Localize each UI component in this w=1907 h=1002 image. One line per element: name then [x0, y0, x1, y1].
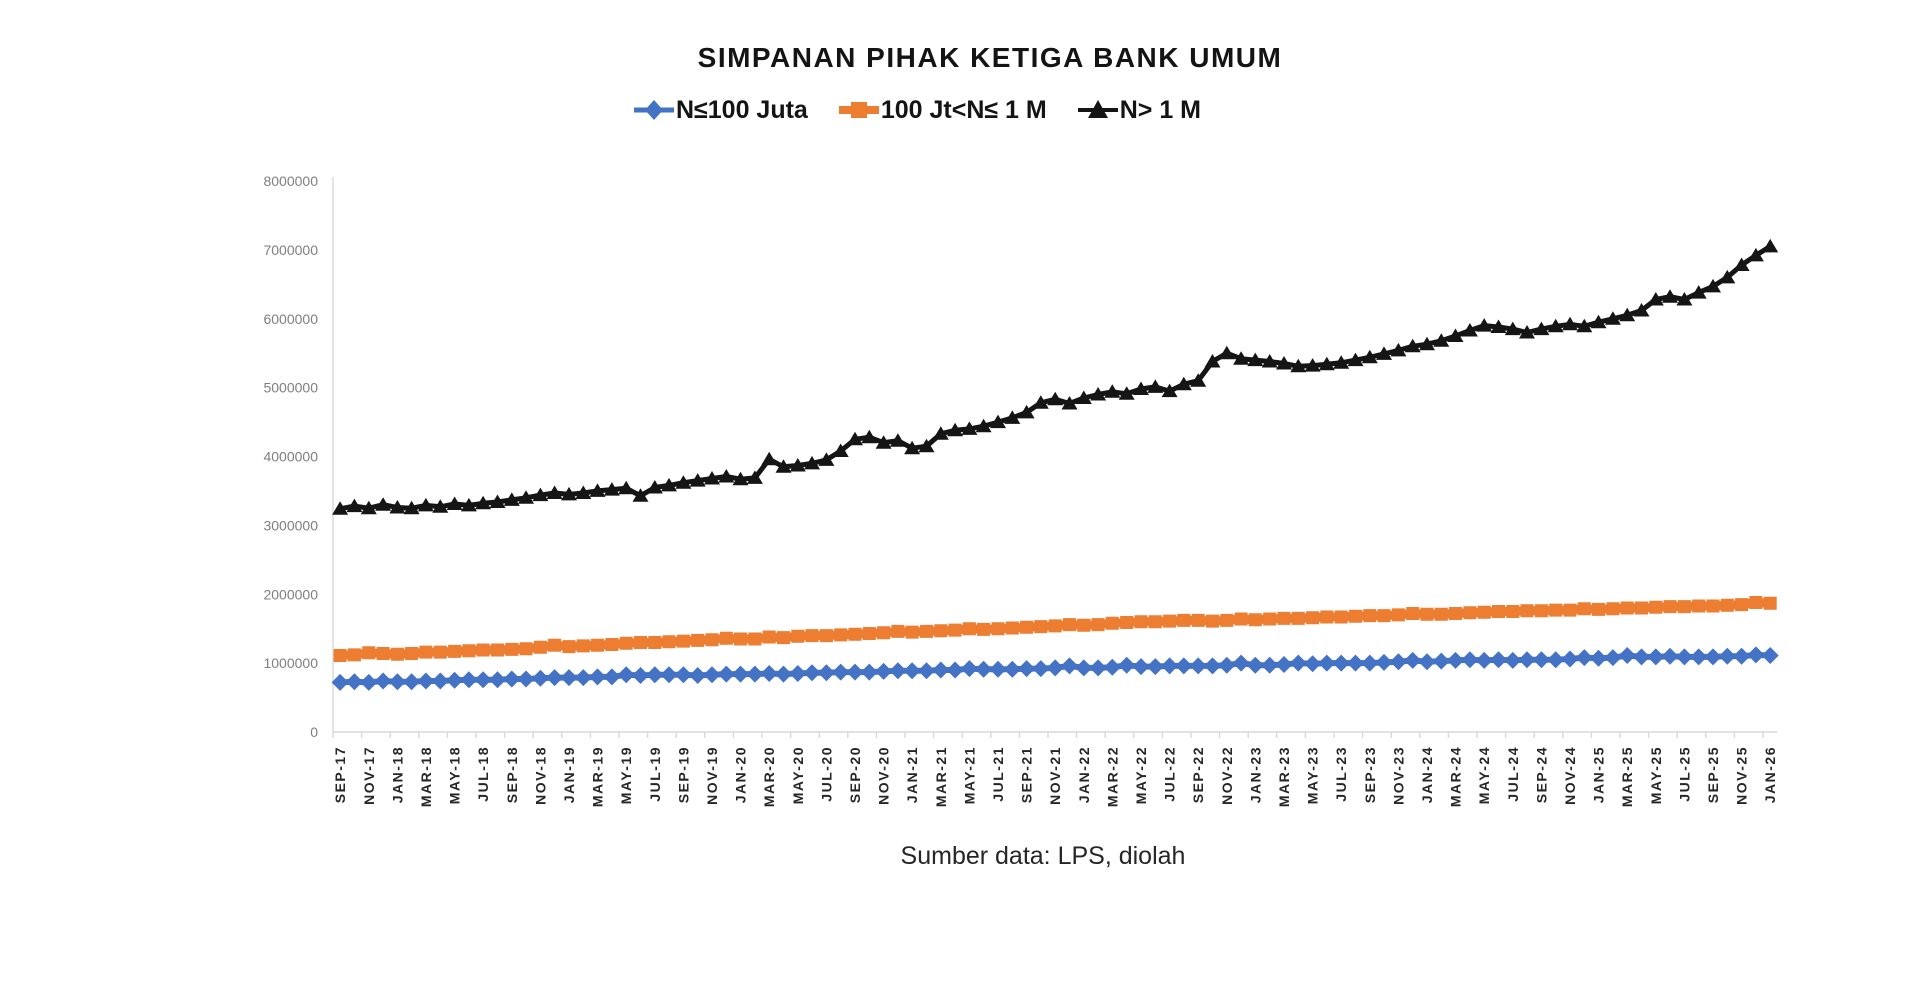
x-tick-label: SEP-18	[504, 746, 520, 803]
x-tick-label: JAN-19	[561, 746, 577, 803]
legend-label: N≤100 Juta	[675, 95, 808, 124]
y-tick-label: 0	[310, 724, 318, 740]
blue-diamond-series-marker-icon	[633, 98, 675, 122]
x-tick-label: MAY-24	[1476, 746, 1492, 804]
orange-square-series-marker-icon	[838, 98, 880, 122]
y-tick-label: 7000000	[263, 242, 318, 258]
x-tick-label: MAY-21	[961, 746, 977, 804]
source-note: Sumber data: LPS, diolah	[900, 842, 1186, 870]
x-tick-label: JAN-21	[904, 746, 920, 803]
x-axis-labels: SEP-17 NOV-17 JAN-18 MAR-18 MAY-18 JUL-18 SEP-…	[332, 746, 1778, 807]
legend-label: N> 1 M	[1119, 95, 1201, 124]
x-tick-label: JAN-25	[1591, 746, 1607, 803]
x-tick-label: SEP-17	[332, 746, 348, 803]
black-triangle-series-marker-icon	[1077, 98, 1119, 122]
y-tick-label: 8000000	[263, 173, 318, 189]
series-n-1-m-markers	[332, 238, 1779, 515]
x-tick-label: MAR-23	[1276, 746, 1292, 807]
x-tick-label: SEP-22	[1190, 746, 1206, 803]
legend-item-n-gt-1m: N> 1 M	[1077, 96, 1201, 125]
y-tick-label: 5000000	[263, 380, 318, 396]
x-tick-label: MAR-24	[1448, 746, 1464, 807]
x-tick-label: JUL-18	[475, 746, 491, 802]
x-tick-label: SEP-21	[1019, 746, 1035, 803]
x-tick-label: NOV-25	[1734, 746, 1750, 805]
x-tick-label: JUL-24	[1505, 746, 1521, 802]
x-tick-label: MAY-22	[1133, 746, 1149, 804]
y-tick-label: 1000000	[263, 655, 318, 671]
x-tick-label: JUL-21	[990, 746, 1006, 802]
y-tick-label: 6000000	[263, 311, 318, 327]
axes	[332, 177, 1778, 738]
x-tick-label: JUL-22	[1162, 746, 1178, 802]
series-100-jt-n-1-m-markers	[333, 596, 1777, 662]
x-tick-label: JAN-26	[1762, 746, 1778, 803]
chart-title: SIMPANAN PIHAK KETIGA BANK UMUM	[697, 42, 1283, 73]
x-tick-label: SEP-25	[1705, 746, 1721, 803]
x-tick-label: MAR-18	[418, 746, 434, 807]
x-tick-label: JAN-18	[389, 746, 405, 803]
x-tick-label: MAR-22	[1104, 746, 1120, 807]
x-tick-label: NOV-24	[1562, 746, 1578, 805]
x-tick-label: NOV-21	[1047, 746, 1063, 805]
x-tick-label: JAN-23	[1247, 746, 1263, 803]
x-tick-label: MAR-20	[761, 746, 777, 807]
x-tick-label: NOV-19	[704, 746, 720, 805]
x-tick-label: MAR-19	[590, 746, 606, 807]
x-tick-label: NOV-20	[876, 746, 892, 805]
chart-legend: N≤100 Juta 100 Jt<N≤ 1 M N> 1 M	[280, 92, 1554, 128]
x-tick-label: JAN-22	[1076, 746, 1092, 803]
x-tick-label: NOV-23	[1390, 746, 1406, 805]
x-tick-label: JUL-20	[818, 746, 834, 802]
x-tick-label: MAR-21	[933, 746, 949, 807]
x-tick-label: SEP-24	[1533, 746, 1549, 803]
x-tick-label: NOV-18	[532, 746, 548, 805]
x-tick-label: MAY-19	[618, 746, 634, 804]
x-tick-label: JUL-19	[647, 746, 663, 802]
y-tick-label: 4000000	[263, 449, 318, 465]
x-tick-label: NOV-17	[361, 746, 377, 805]
x-tick-label: JUL-23	[1333, 746, 1349, 802]
x-tick-label: MAR-25	[1619, 746, 1635, 807]
x-tick-label: SEP-23	[1362, 746, 1378, 803]
y-tick-label: 2000000	[263, 586, 318, 602]
series-n-100-juta-markers	[331, 646, 1779, 691]
legend-label: 100 Jt<N≤ 1 M	[880, 95, 1047, 124]
legend-item-100jt-1m: 100 Jt<N≤ 1 M	[838, 96, 1047, 125]
y-tick-label: 3000000	[263, 517, 318, 533]
x-tick-label: SEP-20	[847, 746, 863, 803]
series-n-1-m-line	[337, 243, 1773, 512]
legend-item-n-le-100-juta: N≤100 Juta	[633, 96, 808, 125]
x-tick-label: JAN-20	[733, 746, 749, 803]
x-tick-label: SEP-19	[675, 746, 691, 803]
x-tick-label: JUL-25	[1676, 746, 1692, 802]
x-tick-label: MAY-23	[1305, 746, 1321, 804]
x-tick-label: MAY-20	[790, 746, 806, 804]
x-tick-label: MAY-25	[1648, 746, 1664, 804]
y-axis-labels: 0 1000000 2000000 3000000 4000000 5000000 6000…	[263, 173, 318, 740]
x-tick-label: NOV-22	[1219, 746, 1235, 805]
x-tick-label: MAY-18	[447, 746, 463, 804]
x-tick-label: JAN-24	[1419, 746, 1435, 803]
